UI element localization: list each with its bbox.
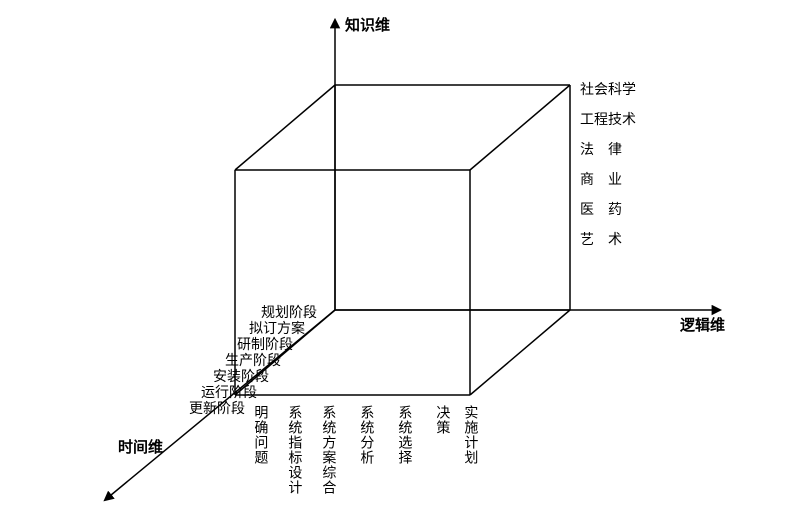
logic-item: 系统指标设计 — [286, 405, 301, 495]
logic-item: 明确问题 — [252, 405, 267, 465]
time-item: 安装阶段 — [213, 370, 269, 385]
logic-item: 系统分析 — [358, 405, 373, 465]
time-item: 生产阶段 — [225, 354, 281, 369]
time-item: 研制阶段 — [237, 338, 293, 353]
axis-label-knowledge: 知识维 — [345, 18, 390, 35]
logic-item: 系统选择 — [396, 405, 411, 465]
time-item: 规划阶段 — [261, 306, 317, 321]
knowledge-item: 社会科学 — [580, 83, 636, 98]
axis-label-time: 时间维 — [118, 440, 163, 457]
logic-item: 实施计划 — [462, 405, 477, 465]
knowledge-item: 艺 术 — [580, 233, 622, 248]
hall-3d-cube-diagram: { "diagram": { "type": "3d-cube-axes", "… — [0, 0, 792, 515]
knowledge-item: 工程技术 — [580, 113, 636, 128]
logic-item: 决策 — [434, 405, 449, 435]
axis-label-logic: 逻辑维 — [680, 318, 725, 335]
time-item: 更新阶段 — [189, 402, 245, 417]
time-item: 拟订方案 — [249, 322, 305, 337]
logic-item: 系统方案综合 — [320, 405, 335, 495]
knowledge-item: 医 药 — [580, 203, 622, 218]
knowledge-item: 法 律 — [580, 143, 622, 158]
knowledge-item: 商 业 — [580, 173, 622, 188]
time-item: 运行阶段 — [201, 386, 257, 401]
